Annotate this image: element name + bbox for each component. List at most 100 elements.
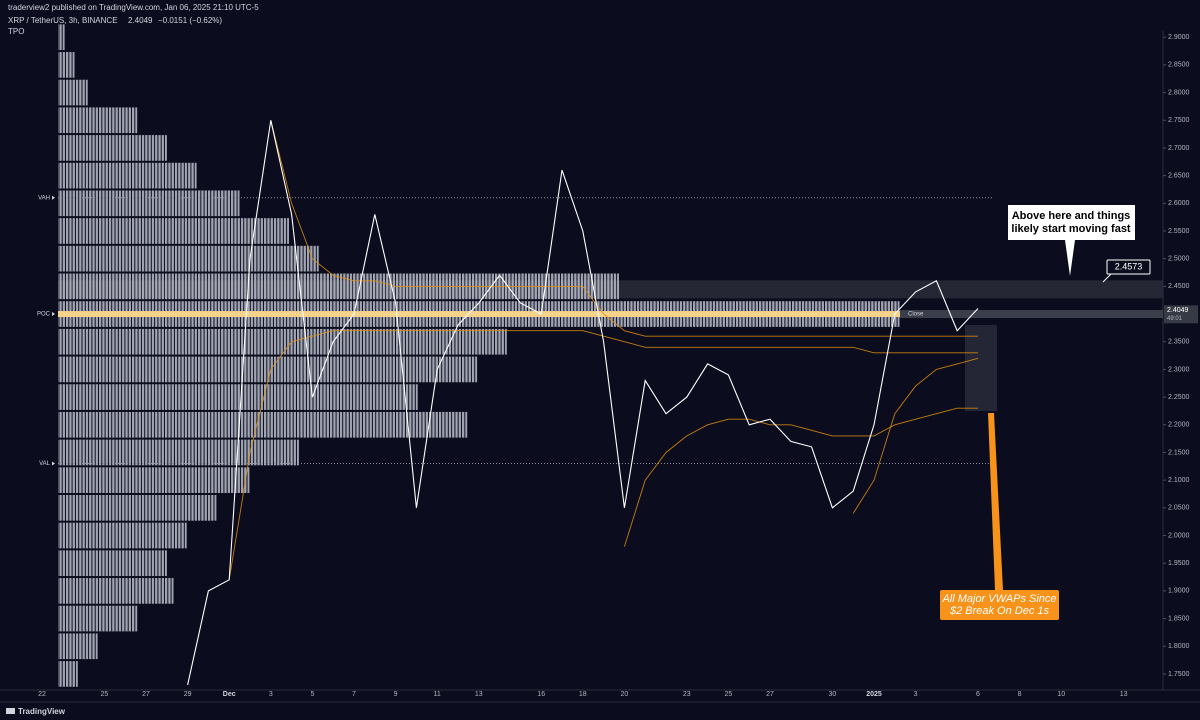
callout-box	[1008, 205, 1135, 276]
callout-box-orange	[940, 590, 1059, 620]
brand-text: TradingView	[18, 707, 66, 716]
y-tick-label: 2.5000	[1168, 256, 1190, 263]
y-tick-label: 2.2000	[1168, 422, 1190, 429]
y-tick-label: 2.3000	[1168, 366, 1190, 373]
zone-level-label: 2.4573	[1115, 261, 1143, 271]
callout-text-orange: $2 Break On Dec 1s	[949, 605, 1050, 617]
vwap-line	[228, 330, 978, 580]
tpo-row	[58, 467, 250, 493]
x-tick-label: 3	[269, 691, 273, 698]
profile-level-label: POC	[37, 312, 51, 318]
profile-level-arrow	[52, 312, 55, 317]
x-tick-label: 18	[579, 691, 587, 698]
y-tick-label: 2.8500	[1168, 62, 1190, 69]
profile-level-label: VAH	[38, 195, 50, 201]
last-price-box	[1164, 305, 1198, 324]
tpo-row	[58, 190, 240, 217]
tpo-row	[58, 24, 65, 51]
x-tick-label: 13	[1120, 691, 1128, 698]
tpo-row	[58, 245, 319, 272]
y-tick-label: 2.1500	[1168, 449, 1190, 456]
x-tick-label: 3	[914, 691, 918, 698]
profile-level-arrow	[52, 461, 55, 466]
y-tick-label: 2.0000	[1168, 532, 1190, 539]
x-tick-label: 8	[1018, 691, 1022, 698]
symbol: XRP / TetherUS, 3h, BINANCE	[8, 16, 118, 25]
tpo-row	[58, 107, 138, 134]
profile-level-label: VAL	[39, 461, 51, 467]
callout-text: Above here and things	[1012, 210, 1131, 222]
y-tick-label: 1.8000	[1168, 643, 1190, 650]
lines-layer	[187, 120, 997, 686]
tpo-row	[58, 79, 88, 106]
x-tick-label: 9	[394, 691, 398, 698]
tpo-row	[58, 52, 75, 78]
y-tick-label: 2.5500	[1168, 228, 1190, 235]
tpo-row	[58, 550, 167, 577]
x-tick-label: 20	[621, 691, 629, 698]
x-tick-label: 22	[38, 691, 46, 698]
brand: TradingView	[6, 707, 66, 716]
x-tick-label: 30	[829, 691, 837, 698]
x-tick-label: 7	[352, 691, 356, 698]
callout-text: likely start moving fast	[1011, 223, 1131, 235]
tpo-row	[58, 135, 167, 161]
close-label: Close	[908, 312, 924, 318]
poc-band	[58, 311, 900, 318]
y-tick-label: 1.9500	[1168, 560, 1190, 567]
vwap-line	[852, 357, 979, 514]
y-tick-label: 2.6500	[1168, 172, 1190, 179]
y-tick-label: 2.0500	[1168, 505, 1190, 512]
y-tick-label: 1.9000	[1168, 588, 1190, 595]
tpo-row	[58, 439, 299, 466]
tpo-row	[58, 356, 478, 383]
x-tick-label: Dec	[223, 691, 236, 698]
y-tick-label: 1.7500	[1168, 671, 1190, 678]
tpo-row	[58, 633, 98, 660]
vwap-line	[623, 407, 978, 547]
tpo-row	[58, 522, 187, 549]
header-change: −0.0151 (−0.62%)	[158, 16, 222, 25]
x-tick-label: 10	[1057, 691, 1065, 698]
x-tick-label: 27	[142, 691, 150, 698]
callout-text-orange: All Major VWAPs Since	[941, 593, 1056, 605]
y-tick-label: 2.7000	[1168, 145, 1190, 152]
tpo-row	[58, 384, 418, 410]
x-tick-label: 2025	[866, 691, 882, 698]
y-tick-label: 2.3500	[1168, 339, 1190, 346]
tpo-row	[58, 162, 197, 189]
tpo-row	[58, 411, 468, 438]
profile-level-arrow	[52, 195, 55, 200]
header-price: 2.4049	[128, 16, 153, 25]
y-tick-label: 2.4500	[1168, 283, 1190, 290]
tpo-row	[58, 605, 138, 632]
y-tick-label: 2.6000	[1168, 200, 1190, 207]
tpo-row	[58, 218, 289, 244]
last-price-label: 2.4049	[1167, 307, 1189, 314]
countdown: 49:01	[1167, 316, 1183, 322]
x-tick-label: 23	[683, 691, 691, 698]
indicator-name: TPO	[8, 27, 24, 36]
y-tick-label: 2.9000	[1168, 34, 1190, 41]
brand-logo	[6, 708, 15, 714]
y-tick-label: 1.8500	[1168, 615, 1190, 622]
x-tick-label: 27	[766, 691, 774, 698]
price-line	[187, 120, 979, 686]
x-tick-label: 29	[184, 691, 192, 698]
y-tick-label: 2.1000	[1168, 477, 1190, 484]
vwap-cluster-box	[965, 325, 997, 411]
tpo-row	[58, 494, 217, 521]
y-tick-label: 2.2500	[1168, 394, 1190, 401]
y-tick-label: 2.7500	[1168, 117, 1190, 124]
tpo-row	[58, 578, 174, 604]
zone-level-box	[1106, 259, 1151, 275]
x-tick-label: 25	[725, 691, 733, 698]
x-tick-label: 13	[475, 691, 483, 698]
vwap-line	[270, 120, 978, 337]
tpo-row	[58, 328, 507, 355]
x-tick-label: 11	[434, 691, 441, 698]
x-tick-label: 5	[310, 691, 314, 698]
x-tick-label: 6	[976, 691, 980, 698]
